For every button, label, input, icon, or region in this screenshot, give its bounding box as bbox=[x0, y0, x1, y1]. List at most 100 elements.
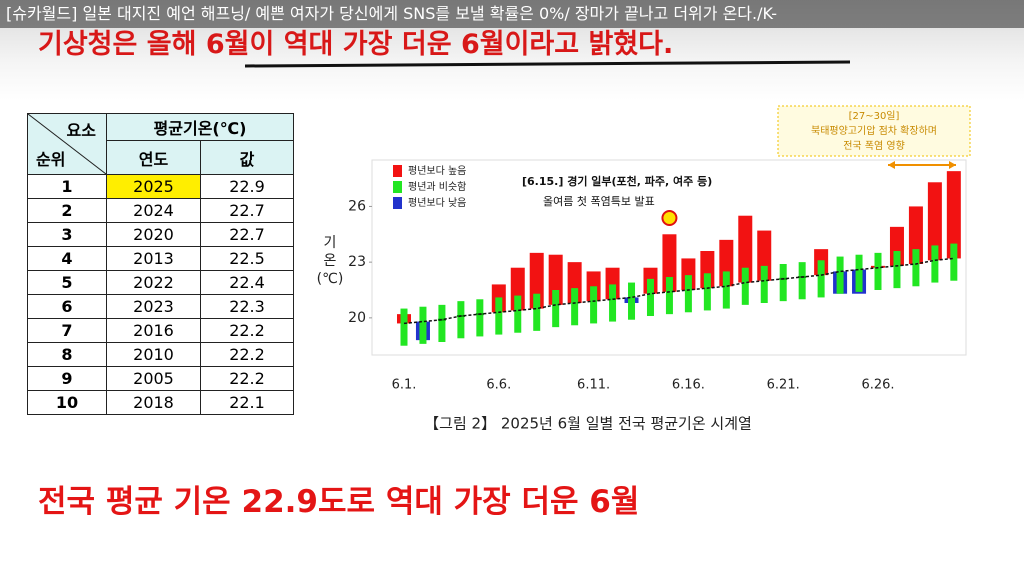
normal-range-bar bbox=[476, 299, 484, 337]
normal-range-bar bbox=[950, 243, 958, 281]
table-cell: 22.9 bbox=[200, 174, 294, 199]
x-tick-label: 6.11. bbox=[577, 378, 610, 393]
table-cell: 2020 bbox=[106, 222, 201, 247]
x-tick-label: 6.26. bbox=[861, 378, 894, 393]
table-cell: 1 bbox=[27, 174, 107, 199]
table-cell: 2022 bbox=[106, 270, 201, 295]
anomaly-bar bbox=[738, 215, 753, 283]
x-tick-label: 6.1. bbox=[392, 378, 417, 393]
normal-range-bar bbox=[912, 249, 920, 287]
normal-range-bar bbox=[798, 262, 806, 300]
table-cell: 22.2 bbox=[200, 366, 294, 391]
normal-range-bar bbox=[457, 301, 465, 339]
legend-swatch bbox=[393, 165, 402, 177]
table-cell: 2018 bbox=[106, 390, 201, 415]
y-tick-label: 20 bbox=[348, 310, 366, 326]
table-row: 10 2018 22.1 bbox=[27, 390, 294, 415]
summary-text: 전국 평균 기온 22.9도로 역대 가장 더운 6월 bbox=[38, 484, 640, 520]
video-title: [슈카월드] 일본 대지진 예언 해프닝/ 예쁜 여자가 당신에게 SNS를 보… bbox=[0, 0, 1024, 28]
header-cell: 순위 bbox=[36, 150, 66, 169]
y-axis-label: 온 bbox=[324, 253, 337, 269]
note-text: 전국 폭염 영향 bbox=[843, 140, 905, 152]
table-cell: 10 bbox=[27, 390, 107, 415]
normal-range-bar bbox=[684, 275, 692, 313]
normal-range-bar bbox=[874, 252, 882, 290]
table-cell: 22.1 bbox=[200, 390, 294, 415]
normal-range-bar bbox=[722, 271, 730, 309]
y-tick-label: 23 bbox=[348, 254, 366, 270]
table-cell: 2013 bbox=[106, 246, 201, 271]
table-cell: 22.5 bbox=[200, 246, 294, 271]
normal-range-bar bbox=[514, 295, 522, 333]
normal-range-bar bbox=[893, 251, 901, 289]
normal-range-bar bbox=[552, 290, 560, 328]
normal-range-bar bbox=[855, 254, 863, 292]
normal-range-bar bbox=[665, 277, 673, 315]
normal-range-bar bbox=[836, 256, 844, 294]
header-cell: 연도 bbox=[106, 140, 201, 175]
normal-range-bar bbox=[400, 308, 408, 346]
diagonal bbox=[28, 114, 106, 174]
note-text: 북태평양고기압 점차 확장하며 bbox=[811, 124, 937, 137]
normal-range-bar bbox=[609, 284, 617, 322]
normal-range-bar bbox=[931, 245, 939, 283]
table-cell: 6 bbox=[27, 294, 107, 319]
table-row: 8 2010 22.2 bbox=[27, 342, 294, 367]
normal-range-bar bbox=[760, 265, 768, 303]
header-cell: 평균기온(℃) bbox=[106, 113, 294, 141]
table-cell: 2025 bbox=[106, 174, 201, 199]
table-row: 1 2025 22.9 bbox=[27, 174, 294, 199]
normal-range-bar bbox=[741, 267, 749, 305]
legend-label: 평년보다 높음 bbox=[408, 165, 466, 177]
event-marker bbox=[661, 210, 678, 226]
table-cell: 22.2 bbox=[200, 342, 294, 367]
chart-caption: 【그림 2】 2025년 6월 일별 전국 평균기온 시계열 bbox=[424, 415, 752, 433]
normal-range-bar bbox=[817, 260, 825, 298]
annotation: 올여름 첫 폭염특보 발표 bbox=[543, 195, 655, 208]
normal-range-bar bbox=[438, 304, 446, 342]
table-cell: 3 bbox=[27, 222, 107, 247]
table-row: 4 2013 22.5 bbox=[27, 246, 294, 271]
x-tick-label: 6.16. bbox=[672, 378, 705, 393]
normal-range-bar bbox=[590, 286, 598, 324]
pen-stroke bbox=[244, 60, 851, 68]
normal-range-bar bbox=[495, 297, 503, 335]
table-row: 7 2016 22.2 bbox=[27, 318, 294, 343]
normal-range-bar bbox=[419, 306, 427, 344]
x-tick-label: 6.21. bbox=[767, 378, 800, 393]
table-cell: 2024 bbox=[106, 198, 201, 223]
arrow-head bbox=[888, 161, 956, 169]
normal-line bbox=[403, 257, 954, 325]
subtitle-headline: 기상청은 올해 6월이 역대 가장 더운 6월이라고 밝혔다. bbox=[38, 29, 674, 60]
normal-range-bar bbox=[628, 282, 636, 320]
normal-range-bar bbox=[646, 278, 654, 316]
table-row: 6 2023 22.3 bbox=[27, 294, 294, 319]
legend-swatch bbox=[393, 197, 402, 209]
y-axis-label: (℃) bbox=[317, 271, 344, 287]
normal-range-bar bbox=[533, 293, 541, 331]
anomaly-bar bbox=[946, 171, 961, 259]
y-axis-label: 기 bbox=[324, 235, 337, 251]
normal-range-bar bbox=[779, 264, 787, 302]
table-row: 9 2005 22.2 bbox=[27, 366, 294, 391]
table-cell: 2 bbox=[27, 198, 107, 223]
note-text: [27~30일] bbox=[849, 110, 900, 122]
table-cell: 22.2 bbox=[200, 318, 294, 343]
table-cell: 2023 bbox=[106, 294, 201, 319]
legend-swatch bbox=[393, 181, 402, 193]
ranking-table: 요소 순위 평균기온(℃) 연도 값 1 2025 22.9 2 2024 22.7 3 20… bbox=[27, 113, 294, 415]
table-cell: 9 bbox=[27, 366, 107, 391]
plot-area bbox=[371, 159, 967, 356]
normal-range-bar bbox=[571, 288, 579, 326]
table-row: 5 2022 22.4 bbox=[27, 270, 294, 295]
table-cell: 4 bbox=[27, 246, 107, 271]
y-tick-label: 26 bbox=[348, 198, 366, 214]
header-cell: 요소 bbox=[66, 121, 96, 140]
table-body: 1 2025 22.9 2 2024 22.7 3 2020 22.7 4 2013 22.5 5 202… bbox=[27, 174, 294, 415]
normal-range-bar bbox=[703, 273, 711, 311]
anomaly-bar bbox=[927, 182, 942, 261]
x-tick-label: 6.6. bbox=[486, 378, 511, 393]
header-cell: 값 bbox=[200, 140, 294, 175]
legend-label: 평년보다 낮음 bbox=[408, 197, 466, 209]
